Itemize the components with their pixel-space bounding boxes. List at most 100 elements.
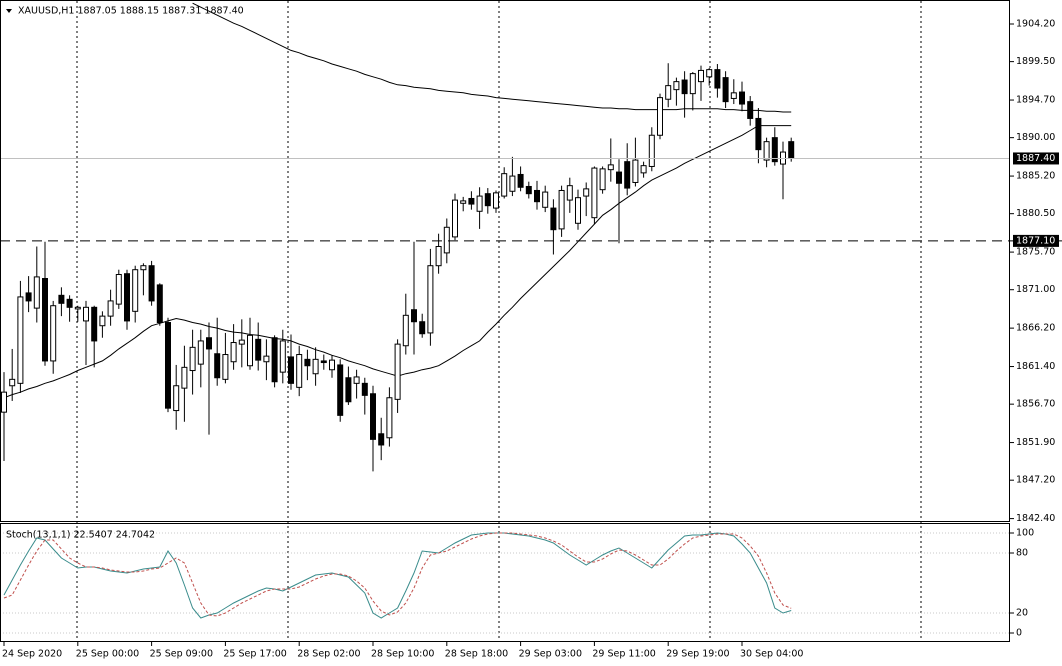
y-tick-label: 80 bbox=[1016, 548, 1028, 559]
candle-body bbox=[74, 306, 81, 310]
candle-body bbox=[345, 377, 352, 403]
candle-body bbox=[452, 199, 458, 238]
x-tick-label: 25 Sep 09:00 bbox=[150, 649, 213, 660]
candle-body bbox=[329, 359, 335, 371]
y-tick-label: 20 bbox=[1016, 608, 1028, 619]
candle-body bbox=[91, 306, 98, 342]
x-tick-label: 28 Sep 02:00 bbox=[297, 649, 360, 660]
candle-body bbox=[771, 137, 778, 163]
y-tick-label: 1851.90 bbox=[1016, 437, 1055, 448]
candle-body bbox=[616, 171, 622, 184]
candle-body bbox=[657, 97, 663, 136]
candle-body bbox=[525, 185, 532, 195]
candle-body bbox=[501, 173, 508, 197]
x-tick-label: 29 Sep 03:00 bbox=[519, 649, 582, 660]
candle-body bbox=[689, 73, 696, 95]
candle-body bbox=[640, 165, 647, 174]
y-tick-label: 100 bbox=[1016, 528, 1034, 539]
candle-body bbox=[337, 364, 344, 416]
candle-body bbox=[222, 354, 229, 380]
candle-body bbox=[312, 358, 319, 375]
candle-body bbox=[173, 385, 180, 412]
x-tick-label: 25 Sep 17:00 bbox=[223, 649, 286, 660]
x-tick-label: 25 Sep 00:00 bbox=[76, 649, 139, 660]
candle-body bbox=[132, 269, 139, 312]
y-tick-label: 0 bbox=[1016, 628, 1022, 639]
candle-body bbox=[25, 292, 32, 302]
main-frame bbox=[0, 0, 1010, 522]
candle-body bbox=[181, 366, 188, 389]
menu-arrow bbox=[6, 9, 12, 13]
candle-body bbox=[714, 69, 721, 89]
candle-body bbox=[124, 273, 130, 322]
indicator-title: Stoch(13,1,1) 22.5407 24.7042 bbox=[6, 530, 155, 541]
candle-body bbox=[353, 376, 360, 384]
candle-body bbox=[583, 188, 590, 197]
candle-body bbox=[99, 315, 106, 327]
candle-body bbox=[788, 141, 795, 159]
candle-body bbox=[493, 192, 499, 209]
candle-body bbox=[632, 159, 639, 183]
candle-body bbox=[755, 117, 762, 151]
y-tick-label: 1885.20 bbox=[1016, 171, 1055, 182]
candle-body bbox=[230, 342, 237, 363]
candle-body bbox=[722, 77, 729, 103]
candle-body bbox=[115, 274, 122, 305]
candle-body bbox=[706, 69, 713, 78]
candle-body bbox=[255, 338, 262, 361]
candle-body bbox=[361, 382, 368, 396]
candle-body bbox=[370, 393, 376, 440]
stoch-frame bbox=[0, 523, 1010, 642]
candle-body bbox=[468, 197, 475, 205]
candle-body bbox=[148, 265, 155, 302]
price-label: 1887.40 bbox=[1016, 153, 1055, 164]
series-line bbox=[3, 532, 792, 619]
candle-body bbox=[419, 321, 426, 335]
candle-body bbox=[624, 161, 631, 189]
candle-body bbox=[402, 314, 409, 347]
candle-body bbox=[517, 173, 524, 188]
y-tick-label: 1847.20 bbox=[1016, 475, 1055, 486]
y-tick-label: 1856.70 bbox=[1016, 399, 1055, 410]
candle-body bbox=[476, 195, 483, 212]
candle-body bbox=[394, 343, 401, 400]
candle-body bbox=[747, 101, 754, 119]
series-line bbox=[192, 2, 792, 113]
candle-body bbox=[271, 337, 278, 383]
series-line bbox=[3, 532, 792, 617]
candle-body bbox=[66, 298, 73, 308]
x-tick-label: 30 Sep 04:00 bbox=[740, 649, 803, 660]
candle-body bbox=[575, 197, 581, 224]
x-tick-label: 24 Sep 2020 bbox=[2, 649, 62, 660]
stoch-plot bbox=[1, 532, 1009, 634]
x-tick-label: 28 Sep 10:00 bbox=[371, 649, 434, 660]
candle-body bbox=[83, 306, 89, 322]
candle-body bbox=[542, 191, 549, 208]
candle-body bbox=[197, 340, 204, 365]
y-tick-label: 1866.20 bbox=[1016, 323, 1055, 334]
price-label-box bbox=[1013, 234, 1059, 247]
candle-body bbox=[247, 334, 253, 367]
candle-body bbox=[1, 391, 7, 413]
candle-body bbox=[165, 322, 171, 409]
candle-body bbox=[673, 81, 680, 91]
candle-body bbox=[33, 276, 40, 309]
candle-body bbox=[509, 175, 516, 192]
candle-body bbox=[320, 360, 327, 364]
candle-body bbox=[599, 168, 606, 191]
candle-body bbox=[238, 339, 245, 345]
candle-body bbox=[558, 189, 565, 230]
y-tick-label: 1904.20 bbox=[1016, 19, 1055, 30]
x-tick-label: 28 Sep 18:00 bbox=[445, 649, 508, 660]
candle-body bbox=[17, 296, 24, 384]
candle-body bbox=[665, 85, 672, 100]
candle-body bbox=[607, 164, 614, 171]
axes: 1842.40 1847.20 1851.90 1856.70 1861.40 1866.… bbox=[0, 19, 1062, 660]
chart-title: XAUUSD,H1 1887.05 1888.15 1887.31 1887.4… bbox=[18, 6, 244, 17]
y-tick-label: 1861.40 bbox=[1016, 361, 1055, 372]
candle-body bbox=[50, 305, 57, 362]
candle-body bbox=[648, 134, 655, 167]
candle-body bbox=[58, 294, 65, 304]
